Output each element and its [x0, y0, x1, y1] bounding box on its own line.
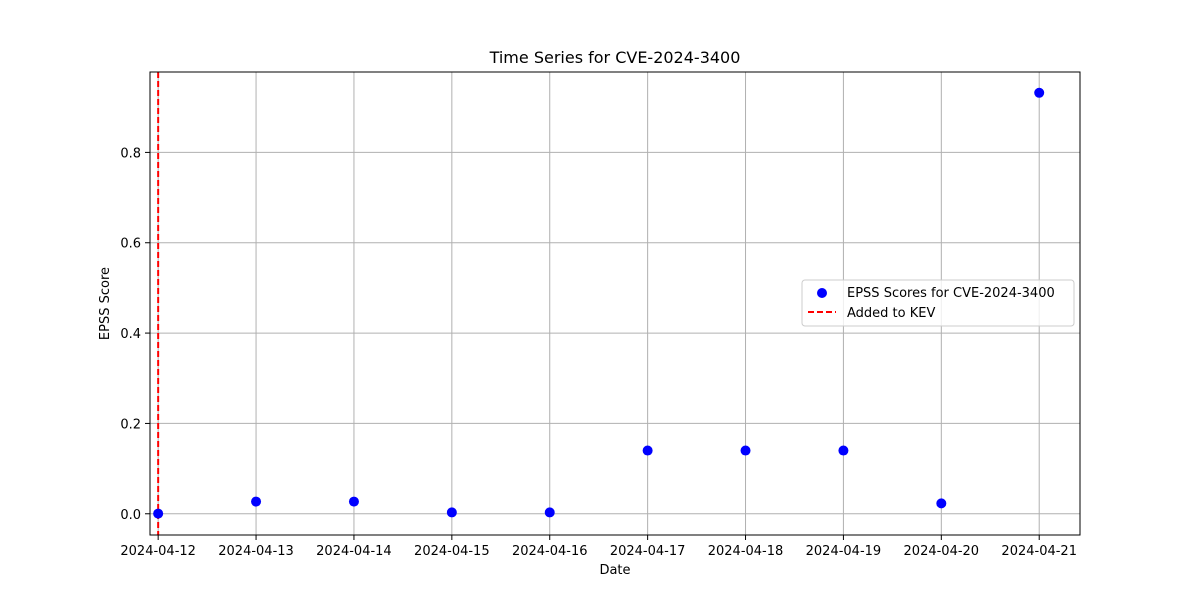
- y-axis-label: EPSS Score: [98, 267, 113, 340]
- data-point: [153, 508, 164, 519]
- data-point: [1034, 87, 1045, 98]
- data-point: [838, 445, 849, 456]
- y-axis-ticks: 0.0 0.2 0.4 0.6 0.8: [120, 146, 150, 523]
- legend-label-added-to-kev: Added to KEV: [847, 306, 935, 321]
- x-tick-label: 2024-04-19: [806, 544, 882, 559]
- data-point: [740, 445, 751, 456]
- x-axis-ticks: 2024-04-12 2024-04-13 2024-04-14 2024-04-15…: [120, 535, 1077, 559]
- y-tick-label: 0.4: [120, 327, 141, 342]
- legend-box: [801, 279, 1075, 327]
- data-point: [544, 507, 555, 518]
- x-tick-label: 2024-04-15: [414, 544, 490, 559]
- y-tick-label: 0.6: [120, 237, 141, 252]
- data-point: [446, 507, 457, 518]
- x-tick-label: 2024-04-14: [316, 544, 392, 559]
- data-point: [642, 445, 653, 456]
- legend-label-epss-scores: EPSS Scores for CVE-2024-3400: [847, 286, 1055, 301]
- x-tick-label: 2024-04-13: [218, 544, 294, 559]
- y-tick-label: 0.2: [120, 417, 141, 432]
- x-tick-label: 2024-04-17: [610, 544, 686, 559]
- legend-marker-scatter: [817, 288, 827, 298]
- x-tick-label: 2024-04-18: [708, 544, 784, 559]
- x-tick-label: 2024-04-12: [120, 544, 196, 559]
- x-tick-label: 2024-04-16: [512, 544, 588, 559]
- plot-frame: [149, 71, 1081, 536]
- x-tick-label: 2024-04-20: [904, 544, 980, 559]
- y-tick-label: 0.8: [120, 146, 141, 161]
- x-axis-label: Date: [599, 563, 630, 578]
- y-tick-label: 0.0: [120, 508, 141, 523]
- data-point: [251, 496, 262, 507]
- x-tick-label: 2024-04-21: [1001, 544, 1077, 559]
- legend: EPSS Scores for CVE-2024-3400 Added to K…: [801, 279, 1075, 327]
- chart-title: Time Series for CVE-2024-3400: [489, 48, 741, 67]
- data-points: [153, 87, 1045, 519]
- data-point: [936, 498, 947, 509]
- data-point: [348, 496, 359, 507]
